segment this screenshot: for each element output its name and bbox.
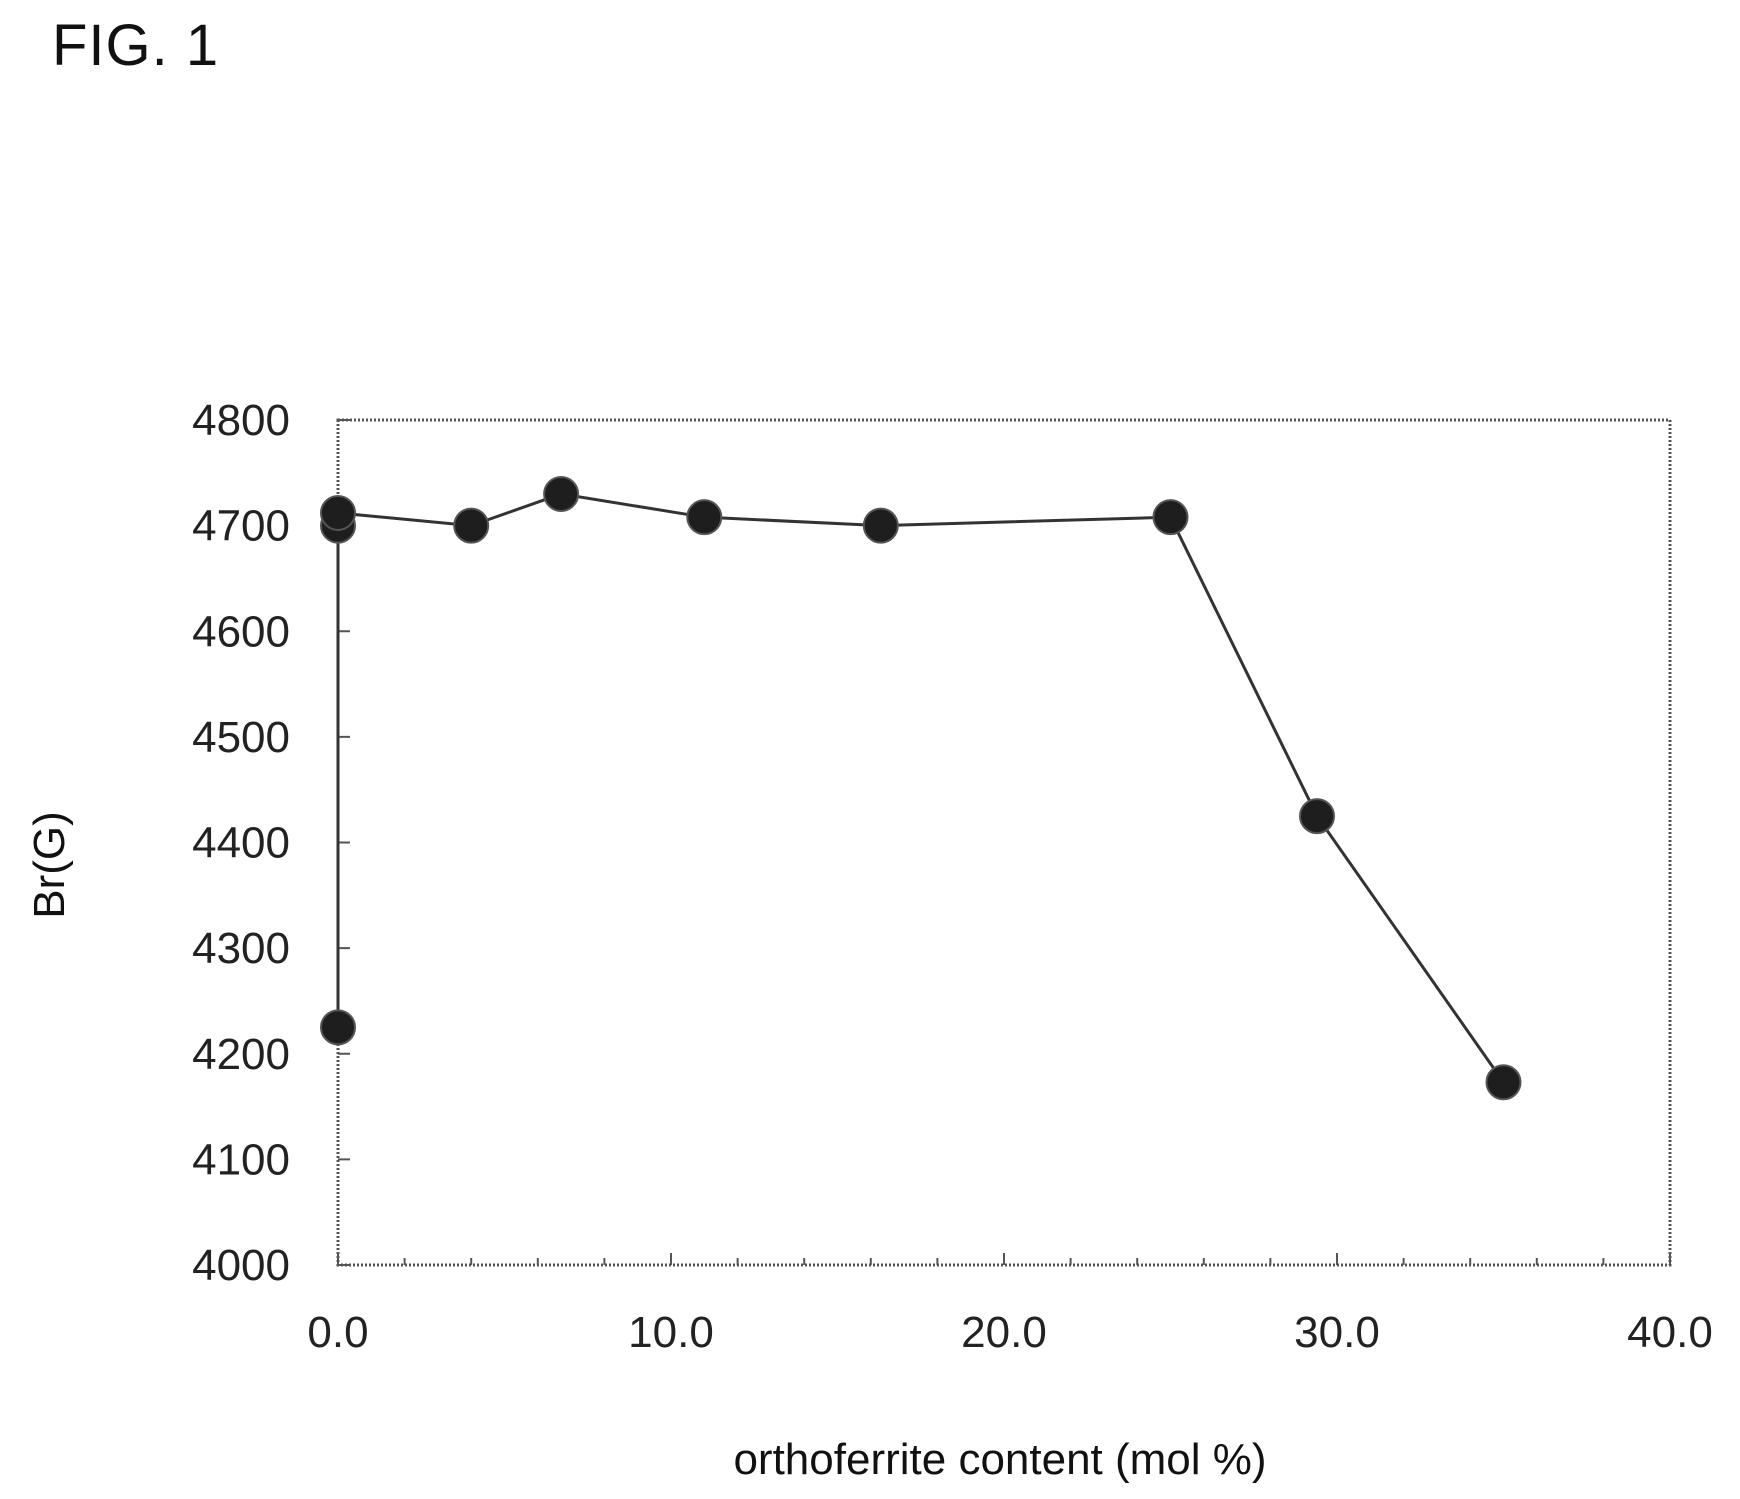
x-tick-labels: 0.0 10.0 20.0 30.0 40.0 [307,1308,1712,1357]
data-point [544,477,578,511]
data-points [321,477,1521,1099]
x-tick-label: 0.0 [307,1308,368,1357]
x-tick-label: 10.0 [628,1308,714,1357]
y-tick-label: 4300 [192,924,290,973]
data-point [687,500,721,534]
series-polyline [338,494,1504,1082]
x-axis-title: orthoferrite content (mol %) [733,1435,1266,1484]
data-point [454,509,488,543]
y-tick-label: 4800 [192,396,290,445]
axis-ticks [338,420,1670,1265]
x-tick-label: 40.0 [1627,1308,1713,1357]
plot-border [338,420,1670,1265]
y-tick-label: 4400 [192,819,290,868]
y-tick-label: 4200 [192,1030,290,1079]
x-tick-label: 30.0 [1294,1308,1380,1357]
data-point [321,1010,355,1044]
data-point [1154,500,1188,534]
y-tick-label: 4600 [192,607,290,656]
data-point [1487,1065,1521,1099]
y-axis-title: Br(G) [25,811,74,919]
y-tick-labels: 4000 4100 4200 4300 4400 4500 4600 4700 4800 [192,396,290,1290]
series-line [338,494,1504,1082]
y-tick-label: 4000 [192,1241,290,1290]
data-point [864,509,898,543]
y-tick-label: 4100 [192,1135,290,1184]
y-tick-label: 4500 [192,713,290,762]
x-tick-label: 20.0 [961,1308,1047,1357]
data-point [321,496,355,530]
plot-frame [338,420,1670,1265]
y-tick-label: 4700 [192,502,290,551]
data-point [1300,799,1334,833]
